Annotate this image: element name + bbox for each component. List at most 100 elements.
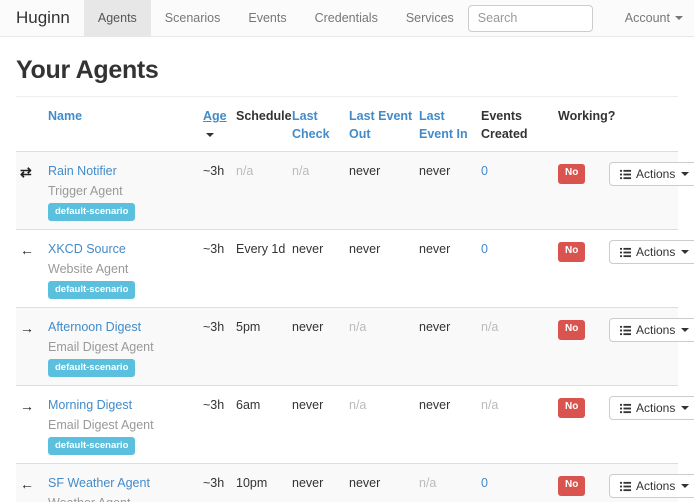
actions-button[interactable]: Actions (609, 474, 694, 499)
list-icon (620, 247, 631, 258)
header-age: Age (203, 97, 236, 153)
working-badge: No (558, 320, 586, 340)
working-badge: No (558, 164, 586, 184)
account-menu[interactable]: Account (611, 0, 694, 36)
nav-item-services[interactable]: Services (405, 11, 454, 25)
chevron-down-icon (681, 328, 690, 333)
events-created-link[interactable]: n/a (481, 385, 558, 464)
last-check-cell: never (292, 463, 349, 502)
navbar-right: Account (467, 0, 694, 36)
actions-button[interactable]: Actions (609, 396, 694, 421)
last-event-out-cell: never (349, 164, 381, 179)
arrow-right-icon: → (20, 320, 34, 337)
last-event-out-cell: never (349, 229, 419, 308)
agent-name-link[interactable]: SF Weather Agent (48, 476, 150, 491)
agent-type-label: Trigger Agent (48, 184, 123, 199)
arrow-left-icon: ← (20, 242, 34, 259)
flow-cell: ⇄ (16, 152, 48, 230)
schedule-cell: n/a (236, 164, 254, 179)
working-cell: No (558, 463, 609, 502)
chevron-down-icon (681, 406, 690, 411)
scenario-badge[interactable]: default-scenario (48, 202, 136, 222)
working-cell: No (558, 307, 609, 386)
nav-item-agents[interactable]: Agents (83, 0, 151, 36)
actions-button[interactable]: Actions (609, 162, 694, 187)
schedule-cell: 5pm (236, 307, 292, 386)
nav-item-scenarios[interactable]: Scenarios (164, 11, 221, 25)
agent-type-label: Weather Agent (48, 496, 130, 502)
sort-last-check-link[interactable]: Last Check (292, 109, 330, 142)
arrow-right-icon: → (20, 398, 34, 415)
flow-cell: ← (16, 463, 48, 502)
account-label: Account (624, 11, 670, 25)
agent-subline: Email Digest Agent default-scenario (48, 416, 197, 456)
agent-type-label: Website Agent (48, 262, 129, 277)
working-badge: No (558, 242, 586, 262)
agent-name-link[interactable]: Morning Digest (48, 398, 133, 413)
brand-logo[interactable]: Huginn (16, 8, 70, 27)
nav-item-credentials[interactable]: Credentials (314, 11, 378, 25)
age-cell: ~3h (203, 229, 236, 308)
arrow-left-icon: ← (20, 476, 34, 493)
events-created-link[interactable]: n/a (481, 307, 558, 386)
table-row: ← SF Weather Agent Weather Agent default… (16, 463, 694, 502)
actions-button-label: Actions (636, 167, 676, 182)
sort-name-link[interactable]: Name (48, 109, 83, 123)
agent-name-link[interactable]: Rain Notifier (48, 164, 117, 179)
title-divider (16, 96, 678, 97)
flow-cell: → (16, 307, 48, 386)
events-created-link[interactable]: 0 (481, 229, 558, 308)
name-cell: Rain Notifier Trigger Agent default-scen… (48, 152, 203, 230)
scenario-badge[interactable]: default-scenario (48, 436, 136, 456)
table-row: ← XKCD Source Website Agent default-scen… (16, 229, 694, 308)
navbar: Huginn Agents Scenarios Events Credentia… (0, 0, 694, 37)
working-cell: No (558, 229, 609, 308)
actions-button-label: Actions (636, 245, 676, 260)
header-schedule: Schedule (236, 97, 292, 153)
events-created-link[interactable]: 0 (481, 164, 488, 179)
working-badge: No (558, 398, 586, 418)
search-input[interactable] (467, 4, 593, 32)
scenario-badge[interactable]: default-scenario (48, 280, 136, 300)
agent-subline: Trigger Agent default-scenario (48, 182, 197, 222)
sort-last-event-out-link[interactable]: Last Event Out (349, 109, 413, 142)
agent-type-label: Email Digest Agent (48, 340, 154, 355)
age-cell: ~3h (203, 463, 236, 502)
exchange-icon: ⇄ (20, 164, 32, 181)
header-last-check: Last Check (292, 97, 349, 153)
chevron-down-icon (681, 484, 690, 489)
table-row: → Morning Digest Email Digest Agent defa… (16, 385, 694, 464)
list-icon (620, 403, 631, 414)
working-badge: No (558, 476, 586, 496)
header-icon-spacer (16, 97, 48, 153)
agent-subline: Email Digest Agent default-scenario (48, 338, 197, 378)
name-cell: Afternoon Digest Email Digest Agent defa… (48, 307, 203, 386)
schedule-cell: 10pm (236, 463, 292, 502)
agent-name-link[interactable]: XKCD Source (48, 242, 126, 257)
last-event-out-cell: n/a (349, 385, 419, 464)
agent-name-link[interactable]: Afternoon Digest (48, 320, 142, 335)
list-icon (620, 325, 631, 336)
header-working: Working? (558, 97, 615, 153)
age-cell: ~3h (203, 164, 225, 179)
last-check-cell: n/a (292, 164, 310, 179)
actions-cell: Actions (609, 229, 694, 308)
scenario-badge[interactable]: default-scenario (48, 358, 136, 378)
sort-last-event-in-link[interactable]: Last Event In (419, 109, 468, 142)
last-event-in-cell: never (419, 164, 451, 179)
list-icon (620, 481, 631, 492)
actions-button[interactable]: Actions (609, 240, 694, 265)
sort-age-link[interactable]: Age (203, 109, 227, 123)
table-row: → Afternoon Digest Email Digest Agent de… (16, 307, 694, 386)
actions-button[interactable]: Actions (609, 318, 694, 343)
flow-cell: ← (16, 229, 48, 308)
last-event-in-cell: never (419, 385, 481, 464)
actions-button-label: Actions (636, 401, 676, 416)
actions-cell: Actions (609, 307, 694, 386)
working-cell: No (558, 152, 609, 230)
nav-item-events[interactable]: Events (248, 11, 287, 25)
last-check-cell: never (292, 385, 349, 464)
events-created-link[interactable]: 0 (481, 463, 558, 502)
header-name: Name (48, 97, 203, 153)
actions-cell: Actions (609, 463, 694, 502)
